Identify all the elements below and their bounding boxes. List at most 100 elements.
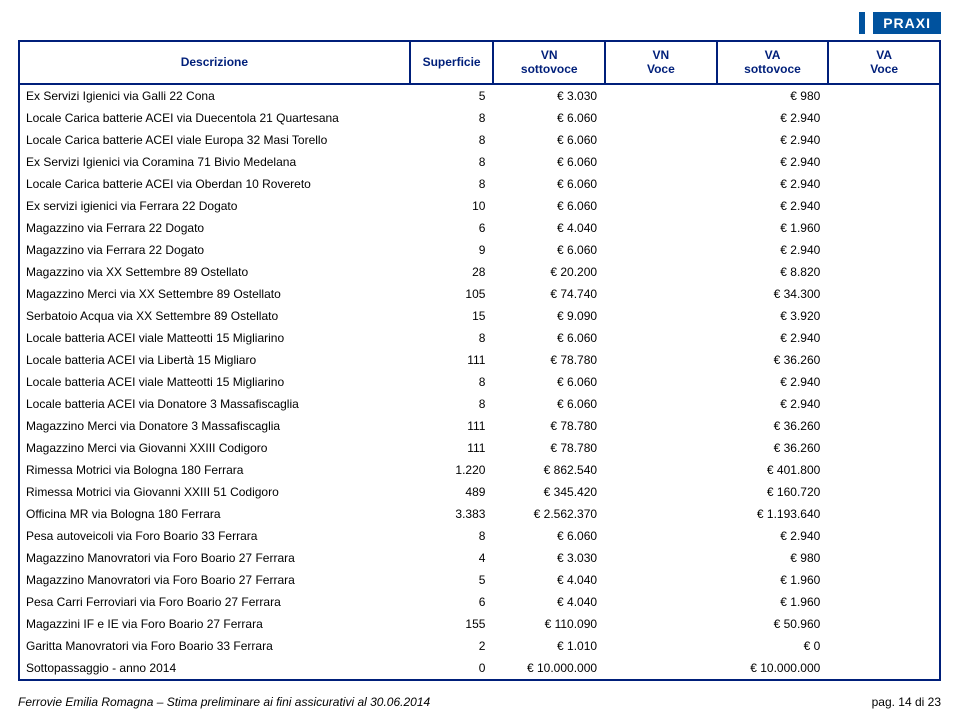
cell-descrizione: Locale Carica batterie ACEI via Oberdan …	[19, 173, 410, 195]
cell-va-sottovoce: € 8.820	[717, 261, 829, 283]
cell-vn-voce	[605, 415, 717, 437]
cell-vn-voce	[605, 591, 717, 613]
cell-va-sottovoce: € 1.960	[717, 569, 829, 591]
cell-descrizione: Magazzino via XX Settembre 89 Ostellato	[19, 261, 410, 283]
cell-vn-voce	[605, 217, 717, 239]
table-row: Locale Carica batterie ACEI via Oberdan …	[19, 173, 940, 195]
cell-descrizione: Pesa Carri Ferroviari via Foro Boario 27…	[19, 591, 410, 613]
cell-va-sottovoce: € 50.960	[717, 613, 829, 635]
cell-va-voce	[828, 305, 940, 327]
cell-va-voce	[828, 261, 940, 283]
cell-va-sottovoce: € 980	[717, 547, 829, 569]
table-row: Locale Carica batterie ACEI viale Europa…	[19, 129, 940, 151]
table-row: Magazzino via XX Settembre 89 Ostellato2…	[19, 261, 940, 283]
cell-superficie: 8	[410, 393, 494, 415]
col-superficie: Superficie	[410, 41, 494, 84]
cell-va-voce	[828, 547, 940, 569]
cell-vn-voce	[605, 657, 717, 680]
cell-descrizione: Locale batteria ACEI via Donatore 3 Mass…	[19, 393, 410, 415]
cell-va-voce	[828, 84, 940, 107]
brand-logo: PRAXI	[865, 12, 941, 34]
cell-vn-voce	[605, 305, 717, 327]
cell-vn-voce	[605, 613, 717, 635]
cell-descrizione: Magazzini IF e IE via Foro Boario 27 Fer…	[19, 613, 410, 635]
cell-vn-voce	[605, 459, 717, 481]
cell-superficie: 111	[410, 349, 494, 371]
cell-vn-sottovoce: € 862.540	[493, 459, 605, 481]
cell-va-sottovoce: € 401.800	[717, 459, 829, 481]
cell-vn-sottovoce: € 6.060	[493, 129, 605, 151]
cell-superficie: 1.220	[410, 459, 494, 481]
col-va-sottovoce: VA sottovoce	[717, 41, 829, 84]
valuation-table: Descrizione Superficie VN sottovoce VN V…	[18, 40, 941, 681]
cell-vn-sottovoce: € 20.200	[493, 261, 605, 283]
cell-descrizione: Officina MR via Bologna 180 Ferrara	[19, 503, 410, 525]
cell-vn-sottovoce: € 10.000.000	[493, 657, 605, 680]
cell-descrizione: Locale batteria ACEI viale Matteotti 15 …	[19, 327, 410, 349]
cell-superficie: 155	[410, 613, 494, 635]
cell-va-voce	[828, 569, 940, 591]
cell-descrizione: Magazzino via Ferrara 22 Dogato	[19, 217, 410, 239]
table-row: Rimessa Motrici via Giovanni XXIII 51 Co…	[19, 481, 940, 503]
cell-superficie: 9	[410, 239, 494, 261]
cell-vn-sottovoce: € 4.040	[493, 569, 605, 591]
table-row: Garitta Manovratori via Foro Boario 33 F…	[19, 635, 940, 657]
cell-va-sottovoce: € 2.940	[717, 239, 829, 261]
cell-descrizione: Magazzino Merci via Donatore 3 Massafisc…	[19, 415, 410, 437]
cell-descrizione: Serbatoio Acqua via XX Settembre 89 Oste…	[19, 305, 410, 327]
cell-descrizione: Magazzino Manovratori via Foro Boario 27…	[19, 547, 410, 569]
table-row: Pesa autoveicoli via Foro Boario 33 Ferr…	[19, 525, 940, 547]
cell-vn-sottovoce: € 6.060	[493, 525, 605, 547]
cell-va-sottovoce: € 2.940	[717, 173, 829, 195]
cell-descrizione: Sottopassaggio - anno 2014	[19, 657, 410, 680]
cell-superficie: 8	[410, 107, 494, 129]
cell-vn-sottovoce: € 6.060	[493, 371, 605, 393]
cell-superficie: 8	[410, 371, 494, 393]
cell-superficie: 15	[410, 305, 494, 327]
cell-descrizione: Magazzino Merci via Giovanni XXIII Codig…	[19, 437, 410, 459]
cell-vn-sottovoce: € 6.060	[493, 107, 605, 129]
cell-superficie: 111	[410, 415, 494, 437]
cell-va-sottovoce: € 1.193.640	[717, 503, 829, 525]
cell-superficie: 5	[410, 569, 494, 591]
cell-vn-voce	[605, 239, 717, 261]
table-row: Pesa Carri Ferroviari via Foro Boario 27…	[19, 591, 940, 613]
col-vn-sottovoce: VN sottovoce	[493, 41, 605, 84]
cell-va-voce	[828, 415, 940, 437]
col-va-voce: VA Voce	[828, 41, 940, 84]
col-descrizione: Descrizione	[19, 41, 410, 84]
footer-left: Ferrovie Emilia Romagna – Stima prelimin…	[18, 695, 430, 709]
cell-superficie: 3.383	[410, 503, 494, 525]
cell-superficie: 4	[410, 547, 494, 569]
cell-superficie: 8	[410, 173, 494, 195]
cell-vn-voce	[605, 129, 717, 151]
cell-va-sottovoce: € 2.940	[717, 371, 829, 393]
cell-descrizione: Ex Servizi Igienici via Coramina 71 Bivi…	[19, 151, 410, 173]
table-row: Locale batteria ACEI viale Matteotti 15 …	[19, 371, 940, 393]
cell-va-sottovoce: € 2.940	[717, 151, 829, 173]
cell-descrizione: Locale Carica batterie ACEI viale Europa…	[19, 129, 410, 151]
cell-va-sottovoce: € 0	[717, 635, 829, 657]
cell-descrizione: Locale batteria ACEI viale Matteotti 15 …	[19, 371, 410, 393]
cell-superficie: 6	[410, 591, 494, 613]
cell-va-voce	[828, 217, 940, 239]
cell-va-voce	[828, 393, 940, 415]
table-row: Magazzino Manovratori via Foro Boario 27…	[19, 547, 940, 569]
cell-vn-voce	[605, 547, 717, 569]
table-row: Magazzino Merci via Donatore 3 Massafisc…	[19, 415, 940, 437]
cell-vn-sottovoce: € 3.030	[493, 547, 605, 569]
cell-va-sottovoce: € 2.940	[717, 525, 829, 547]
cell-va-sottovoce: € 980	[717, 84, 829, 107]
table-row: Magazzino Merci via XX Settembre 89 Oste…	[19, 283, 940, 305]
cell-descrizione: Pesa autoveicoli via Foro Boario 33 Ferr…	[19, 525, 410, 547]
table-row: Magazzini IF e IE via Foro Boario 27 Fer…	[19, 613, 940, 635]
table-header-row: Descrizione Superficie VN sottovoce VN V…	[19, 41, 940, 84]
cell-descrizione: Garitta Manovratori via Foro Boario 33 F…	[19, 635, 410, 657]
table-row: Locale Carica batterie ACEI via Duecento…	[19, 107, 940, 129]
footer-right: pag. 14 di 23	[872, 695, 941, 709]
cell-vn-voce	[605, 107, 717, 129]
cell-descrizione: Locale batteria ACEI via Libertà 15 Migl…	[19, 349, 410, 371]
cell-superficie: 28	[410, 261, 494, 283]
cell-va-voce	[828, 459, 940, 481]
cell-va-sottovoce: € 36.260	[717, 349, 829, 371]
